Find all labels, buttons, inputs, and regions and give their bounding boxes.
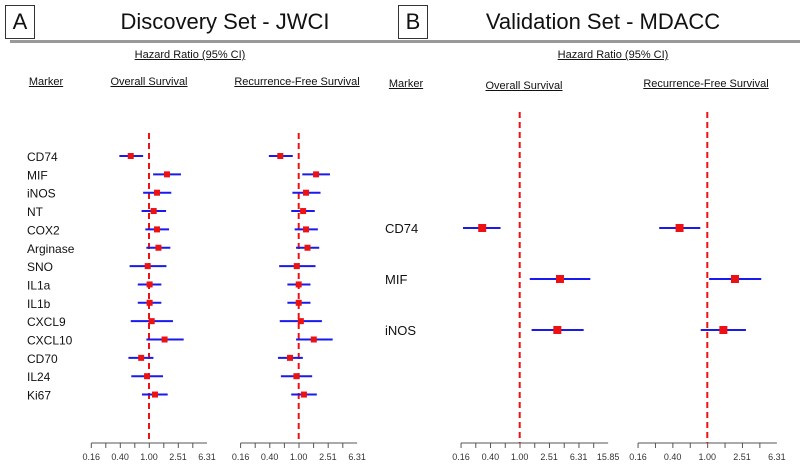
plot-a-rfs-point-arginase [304,244,311,251]
marker-label: CD70 [27,352,58,366]
plot-a-os-point-cd70 [138,354,145,361]
panel-b-rfs-header: Recurrence-Free Survival [643,78,769,90]
panel-a-rfs-header: Recurrence-Free Survival [234,76,360,88]
plot-b-os-point-cd74 [478,224,487,232]
marker-label: SNO [27,260,53,274]
plot-a-rfs-point-ki67 [300,391,307,398]
plot-a-os-point-arginase [155,244,162,251]
plot-a-os-point-cox2 [154,226,161,233]
panel-a-title: Discovery Set - JWCI [120,9,330,34]
plot-a-rfs-point-cxcl10 [310,336,317,343]
panel-b-os-header: Overall Survival [485,80,563,92]
plot-a-os-point-inos [154,189,161,196]
plot-a-os-point-nt [150,208,157,215]
plot-a-os-point-cd74 [127,153,134,159]
panel-a-label: A [5,5,35,39]
plot-a-rfs-point-cd70 [286,354,293,361]
plot-a-os-tick-label: 6.31 [198,452,216,462]
marker-label: iNOS [385,323,416,338]
plot-a-os-point-il1b [146,299,153,306]
plot-a-os-point-il1a [146,281,153,288]
plot-a-rfs-point-sno [293,263,300,270]
plot-a-os-point-mif [163,171,170,178]
plot-b-rfs-point-cd74 [675,224,684,232]
plot-b-os-tick-label: 15.85 [597,452,620,462]
plot-a-os-point-cxcl10 [161,336,168,343]
panel-a-os-header: Overall Survival [110,76,188,88]
marker-label: CD74 [27,150,58,164]
marker-label: Arginase [27,242,75,256]
plot-a-rfs-tick-label: 2.51 [319,452,337,462]
plot-b-os-tick-label: 6.31 [570,452,588,462]
plot-b-os-tick-label: 0.16 [452,452,470,462]
plot-a-os-point-il24 [144,373,151,380]
plot-a-rfs-point-mif [313,171,320,178]
marker-label: MIF [27,168,48,182]
plot-a-rfs-point-inos [303,189,310,196]
plot-b-os-tick-label: 0.40 [482,452,500,462]
plot-a-rfs-point-nt [300,208,307,215]
plot-b-rfs-tick-label: 1.00 [699,452,717,462]
plot-b-rfs-tick-label: 0.16 [629,452,647,462]
marker-label: MIF [385,272,407,287]
plot-a-os-tick-label: 0.16 [83,452,101,462]
marker-label: IL24 [27,370,51,384]
plot-a-os-tick-label: 1.00 [140,452,158,462]
marker-label: IL1b [27,297,51,311]
panel-a-divider [10,40,398,43]
plot-a-rfs-point-il1b [295,299,302,306]
plot-b-os-tick-label: 2.51 [540,452,558,462]
plot-a-rfs-tick-label: 0.40 [261,452,279,462]
marker-label: NT [27,205,44,219]
marker-label: CD74 [385,221,418,236]
plot-a-rfs-point-cxcl9 [297,318,304,325]
plot-b-os-point-mif [555,275,564,283]
plot-b-rfs-point-mif [730,275,739,283]
marker-label: iNOS [27,187,56,201]
plot-a-os-point-sno [144,263,151,270]
plot-a-rfs-point-il1a [295,281,302,288]
plot-b-rfs-point-inos [719,326,728,334]
plot-a-rfs-tick-label: 0.16 [232,452,250,462]
plot-a-os-point-cxcl9 [148,318,155,325]
marker-label: CXCL10 [27,334,73,348]
plot-a-rfs-tick-label: 1.00 [290,452,308,462]
marker-label: COX2 [27,223,60,237]
panel-a-hr-label: Hazard Ratio (95% CI) [134,49,246,61]
plot-b-os-tick-label: 1.00 [511,452,529,462]
plot-b-rfs-tick-label: 2.51 [733,452,751,462]
panel-b-label: B [398,5,428,39]
panel-b-marker-header: Marker [388,78,424,90]
panel-b-hr-label: Hazard Ratio (95% CI) [557,49,669,61]
plot-a-os-tick-label: 0.40 [111,452,129,462]
plot-a-rfs-point-cd74 [277,153,284,159]
marker-label: Ki67 [27,389,51,403]
marker-label: IL1a [27,278,51,292]
plot-a-os-tick-label: 2.51 [169,452,187,462]
plot-a-rfs-tick-label: 6.31 [348,452,366,462]
panel-a-marker-header: Marker [28,76,64,88]
plot-b-rfs-tick-label: 0.40 [664,452,682,462]
marker-label: CXCL9 [27,315,66,329]
plot-b-os-point-inos [553,326,562,334]
plot-a-rfs-point-cox2 [303,226,310,233]
panel-b-divider [390,40,800,43]
plot-b-rfs-tick-label: 6.31 [768,452,786,462]
panel-b-title: Validation Set - MDACC [485,9,721,34]
plot-a-os-point-ki67 [152,391,159,398]
plot-a-rfs-point-il24 [293,373,300,380]
